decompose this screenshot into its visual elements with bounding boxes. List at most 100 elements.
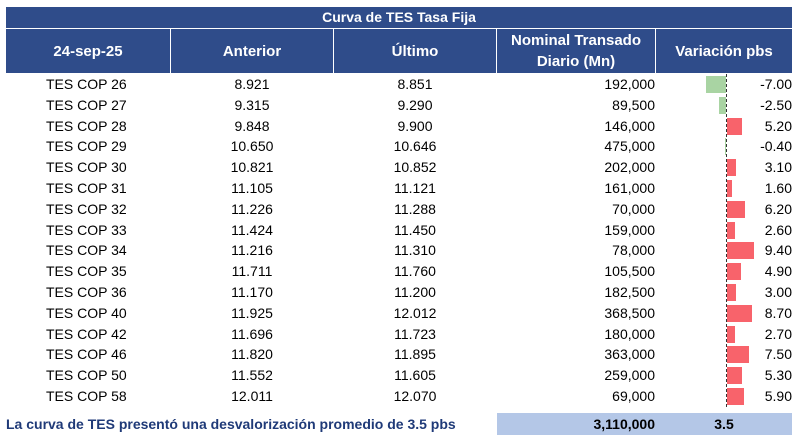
table-row: TES COP 58 12.011 12.070 69,000 5.90: [6, 386, 792, 407]
negative-variation-bar: [705, 76, 726, 93]
nominal-value: 105,500: [604, 263, 655, 280]
positive-variation-bar: [727, 221, 735, 239]
table-row: TES COP 31 11.105 11.121 161,000 1.60: [6, 178, 792, 199]
variacion-value: 5.30: [764, 367, 792, 384]
variacion-value: 3.10: [764, 159, 792, 176]
table-title: Curva de TES Tasa Fija: [6, 7, 792, 28]
table-row: TES COP 36 11.170 11.200 182,500 3.00: [6, 282, 792, 303]
positive-variation-bar: [727, 263, 742, 281]
positive-variation-bar: [727, 346, 749, 364]
anterior-value: 9.315: [234, 96, 270, 113]
positive-variation-bar: [727, 283, 736, 301]
variacion-value: -7.00: [760, 76, 792, 92]
anterior-value: 11.925: [231, 304, 273, 321]
anterior-value: 11.696: [231, 325, 273, 342]
variacion-value: 9.40: [764, 242, 792, 259]
variacion-value: 4.90: [764, 263, 792, 280]
nominal-value: 363,000: [604, 346, 655, 363]
variacion-value: 1.60: [764, 179, 792, 196]
bond-name: TES COP 35: [46, 263, 127, 280]
header-nominal: Nominal Transado Diario (Mn): [497, 29, 656, 73]
anterior-value: 10.650: [230, 138, 274, 155]
anterior-value: 11.170: [231, 283, 273, 300]
header-row: 24-sep-25 Anterior Último Nominal Transa…: [6, 29, 792, 73]
bond-name: TES COP 36: [46, 283, 127, 300]
positive-variation-bar: [727, 387, 745, 405]
nominal-value: 202,000: [604, 159, 655, 176]
bond-name: TES COP 40: [46, 304, 127, 321]
anterior-value: 11.424: [231, 221, 273, 238]
anterior-value: 11.216: [231, 242, 273, 259]
variacion-value: 3.00: [764, 283, 792, 300]
positive-variation-bar: [727, 117, 743, 135]
variacion-value: -2.50: [760, 96, 792, 113]
header-ultimo: Último: [334, 29, 497, 73]
anterior-value: 11.552: [231, 367, 273, 384]
anterior-value: 12.011: [231, 387, 273, 404]
positive-variation-bar: [727, 159, 736, 177]
variacion-value: 7.50: [764, 346, 792, 363]
ultimo-value: 10.646: [393, 138, 437, 155]
table-row: TES COP 32 11.226 11.288 70,000 6.20: [6, 199, 792, 220]
anterior-value: 10.821: [230, 159, 274, 176]
positive-variation-bar: [727, 325, 735, 343]
positive-variation-bar: [727, 367, 743, 385]
positive-variation-bar: [727, 200, 745, 218]
negative-variation-bar: [718, 96, 726, 114]
anterior-value: 9.848: [234, 117, 270, 134]
ultimo-value: 9.290: [397, 96, 433, 113]
nominal-value: 146,000: [604, 117, 655, 134]
header-nominal-line2: Diario (Mn): [536, 53, 616, 70]
ultimo-value: 11.310: [394, 242, 436, 259]
variacion-value: 2.60: [764, 221, 792, 238]
variacion-value: -0.40: [760, 138, 792, 155]
positive-variation-bar: [727, 242, 755, 260]
header-date: 24-sep-25: [6, 29, 171, 73]
nominal-value: 180,000: [604, 325, 655, 342]
table-row: TES COP 35 11.711 11.760 105,500 4.90: [6, 261, 792, 282]
anterior-value: 8.921: [234, 76, 270, 92]
table-row: TES COP 28 9.848 9.900 146,000 5.20: [6, 116, 792, 137]
bond-name: TES COP 42: [46, 325, 127, 342]
negative-variation-bar: [724, 138, 726, 156]
anterior-value: 11.105: [231, 179, 273, 196]
ultimo-value: 11.121: [394, 179, 436, 196]
nominal-value: 182,500: [604, 283, 655, 300]
anterior-value: 11.820: [231, 346, 273, 363]
ultimo-value: 11.605: [394, 367, 436, 384]
bond-name: TES COP 29: [46, 138, 127, 155]
anterior-value: 11.226: [231, 200, 273, 217]
nominal-value: 78,000: [612, 242, 655, 259]
variacion-value: 6.20: [764, 200, 792, 217]
ultimo-value: 11.895: [394, 346, 436, 363]
ultimo-value: 11.200: [394, 283, 436, 300]
header-variacion: Variación pbs: [675, 42, 773, 60]
ultimo-value: 11.760: [394, 263, 436, 280]
table-row: TES COP 30 10.821 10.852 202,000 3.10: [6, 157, 792, 178]
ultimo-value: 9.900: [397, 117, 433, 134]
table-row: TES COP 26 8.921 8.851 192,000 -7.00: [6, 74, 792, 95]
variacion-value: 8.70: [764, 304, 792, 321]
bond-name: TES COP 34: [46, 242, 127, 259]
table-row: TES COP 34 11.216 11.310 78,000 9.40: [6, 240, 792, 261]
ultimo-value: 12.070: [393, 387, 437, 404]
ultimo-value: 11.450: [394, 221, 436, 238]
bond-name: TES COP 28: [46, 117, 127, 134]
table-row: TES COP 40 11.925 12.012 368,500 8.70: [6, 303, 792, 324]
header-nominal-line1: Nominal Transado: [510, 32, 642, 49]
variacion-value: 5.20: [764, 117, 792, 134]
nominal-value: 259,000: [604, 367, 655, 384]
table-row: TES COP 33 11.424 11.450 159,000 2.60: [6, 220, 792, 241]
ultimo-value: 10.852: [393, 159, 437, 176]
nominal-value: 69,000: [612, 387, 655, 404]
nominal-value: 159,000: [604, 221, 655, 238]
bond-name: TES COP 58: [46, 387, 127, 404]
footer-nominal-total: 3,110,000: [593, 416, 655, 432]
bond-name: TES COP 32: [46, 200, 127, 217]
bond-name: TES COP 50: [46, 367, 127, 384]
bond-name: TES COP 27: [46, 96, 127, 113]
ultimo-value: 11.288: [394, 200, 436, 217]
anterior-value: 11.711: [231, 263, 273, 280]
positive-variation-bar: [727, 304, 753, 322]
